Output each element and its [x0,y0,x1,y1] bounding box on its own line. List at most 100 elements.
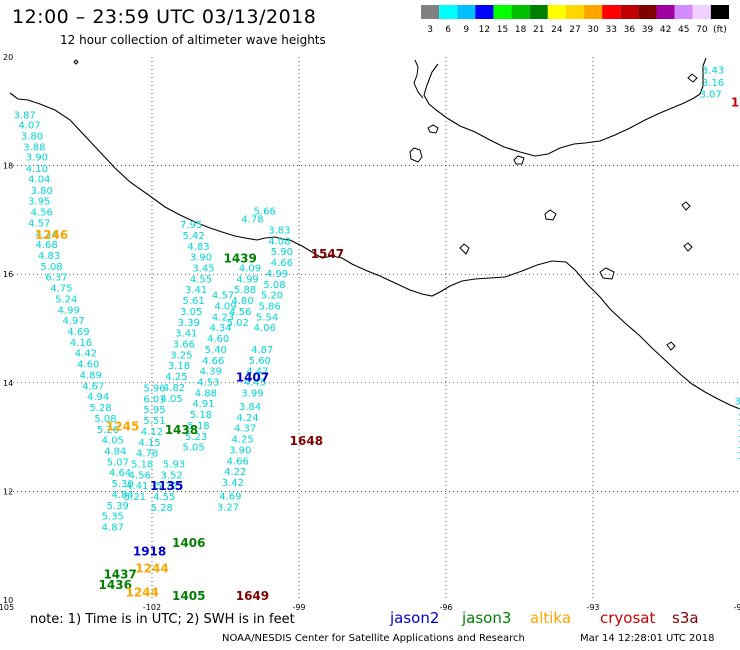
wave-height-value: 5.93 [163,460,185,471]
scale-label: (ft) [713,25,727,35]
wave-height-value: 4.05 [160,394,182,405]
wave-height-value: 4.82 [163,383,185,394]
wave-height-value: 3.41 [175,329,197,340]
wave-height-value: 3.95 [28,197,50,208]
wave-height-value: 5.51 [143,416,165,427]
track-time-label: 1918 [133,544,166,558]
scale-swatch [421,5,440,19]
wave-height-value: 4.15 [138,438,160,449]
wave-height-value: 4.60 [77,360,99,371]
y-tick-label: 18 [3,162,13,171]
y-tick-label: 12 [3,487,13,496]
wave-height-value: 4.78 [241,215,263,226]
scale-swatch [692,5,711,19]
wave-height-value: 5.96 [143,383,165,394]
wave-height-value: 4.68 [36,240,58,251]
wave-height-value: 4.25 [232,435,254,446]
wave-height-value: 4.34 [209,323,231,334]
island-6 [459,243,470,255]
wave-height-value: 5.23 [185,432,207,443]
wave-height-value: 3.88 [23,142,45,153]
wave-height-value: 5.05 [183,443,205,454]
x-tick-label: -90 [733,603,740,612]
axis-labels: -105 -102 -99 -96 -93 -90 20 18 16 14 12 10 [0,53,740,612]
wave-height-value: 5.07 [107,457,129,468]
wave-height-value: 5.21 [124,492,146,503]
island-8 [681,201,691,211]
track-time-label: 1407 [236,371,269,385]
wave-height-value: 5.35 [102,512,124,523]
wave-height-value: 3.41 [185,285,207,296]
wave-height-value: 5.08 [263,280,285,291]
track-time-label: 1547 [311,247,344,261]
wave-height-value: 3.43 [702,65,724,76]
wave-height-value: 5.24 [55,294,77,305]
track-time-labels: 1246 1547 1439 1407 1245 1438 1648 1135 1406 1918… [35,95,739,603]
wave-height-value: 5.86 [258,301,280,312]
track-time-label: 1244 [135,561,168,575]
scale-swatch [638,5,657,19]
legend-jason2: jason2 [390,609,440,627]
wave-height-value: 4.64 [109,468,131,479]
wave-height-value: 4.09 [239,263,261,274]
wave-height-value: 5.60 [249,356,271,367]
track-time-label: 1649 [236,589,269,603]
wave-height-value: 4.78 [136,449,158,460]
wave-height-value: 4.99 [266,269,288,280]
legend-altika: altika [530,609,572,627]
scale-swatch [710,5,729,19]
wave-height-value: 4.66 [271,258,293,269]
scale-label: 36 [624,25,636,35]
scale-swatch [475,5,494,19]
wave-height-value: 4.05 [102,436,124,447]
wave-height-value: 4.60 [207,334,229,345]
y-tick-label: 20 [3,53,13,62]
wave-height-value: 5.88 [234,285,256,296]
scale-label: 42 [660,25,671,35]
wave-height-value: 4.16 [70,338,92,349]
page-title: 12:00 – 23:59 UTC 03/13/2018 [12,6,317,28]
wave-height-value: 4.87 [251,345,273,356]
scale-swatch [511,5,530,19]
wave-height-value: 3.52 [160,470,182,481]
wave-height-value: 3. [738,440,740,451]
wave-height-value: 4.12 [141,427,163,438]
wave-height-value: 3.39 [178,318,200,329]
wave-height-value: 6.37 [45,273,67,284]
wave-height-value: 3.27 [217,502,239,513]
scale-swatch [493,5,512,19]
track-time-label: 1648 [290,434,323,448]
scale-label: 33 [606,25,617,35]
wave-height-value: 3.90 [190,253,212,264]
wave-height-value: 4.66 [202,356,224,367]
footer-note: note: 1) Time is in UTC; 2) SWH is in fe… [30,612,295,627]
scale-label: 45 [678,25,689,35]
wave-height-value: 3.90 [229,445,251,456]
wave-height-value: 4.55 [190,274,212,285]
scale-label: 9 [463,25,469,35]
scale-swatch [584,5,603,19]
wave-height-value: 3. [738,418,740,429]
wave-height-value: 3.99 [241,388,263,399]
island-10 [666,341,676,351]
scale-swatch [439,5,458,19]
wave-height-value: 5.20 [261,291,283,302]
track-time-label: 1438 [165,423,198,437]
wave-height-value: 4.56 [229,307,251,318]
wave-height-value: 3.80 [31,186,53,197]
scale-label: 3 [427,25,433,35]
wave-height-value: 5.02 [227,318,249,329]
wave-height-value: 4.04 [28,174,50,185]
wave-height-value: 4.94 [87,392,109,403]
color-scale: 3 6 9 12 15 18 21 24 27 30 33 36 39 42 45 70 (ft) [421,5,729,35]
track-time-label: 1436 [99,578,132,592]
wave-height-value: 3.90 [26,153,48,164]
island-3 [513,155,525,165]
wave-height-value: 4.42 [75,349,97,360]
wave-height-value: 3.87 [13,110,35,121]
scale-swatch [547,5,566,19]
wave-height-value: 3. [738,451,740,462]
wave-height-value: 4.56 [31,208,53,219]
scale-label: 39 [642,25,654,35]
